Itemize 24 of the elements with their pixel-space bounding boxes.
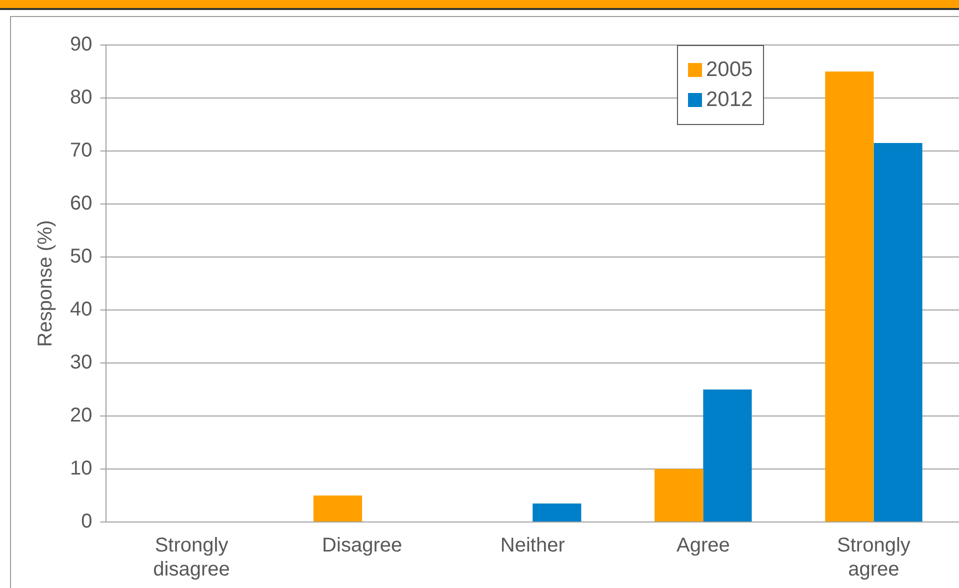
x-tick-label: Strongly agree	[837, 534, 910, 581]
bar	[825, 72, 874, 522]
y-tick-label: 70	[70, 140, 92, 162]
y-tick-label: 0	[81, 510, 92, 533]
legend-label: 2005	[706, 58, 753, 82]
y-axis-title: Response (%)	[34, 220, 57, 347]
y-tick-label: 60	[70, 192, 92, 215]
y-tick-label: 30	[70, 352, 92, 374]
y-tick-label: 20	[70, 404, 92, 427]
y-tick-label: 10	[70, 458, 92, 480]
x-tick-label: Strongly disagree	[153, 534, 230, 581]
x-tick-label: Neither	[500, 534, 566, 557]
x-tick-label: Agree	[676, 534, 730, 557]
legend-label: 2012	[706, 88, 753, 112]
bar	[874, 143, 922, 522]
bar	[654, 469, 704, 522]
bar	[703, 390, 752, 522]
y-tick-label: 40	[70, 298, 92, 321]
y-tick-label: 50	[70, 246, 92, 268]
bar	[313, 496, 362, 522]
x-tick-label: Disagree	[322, 534, 402, 557]
y-tick-label: 90	[70, 34, 92, 56]
y-tick-label: 80	[70, 86, 92, 109]
bar	[532, 503, 582, 522]
